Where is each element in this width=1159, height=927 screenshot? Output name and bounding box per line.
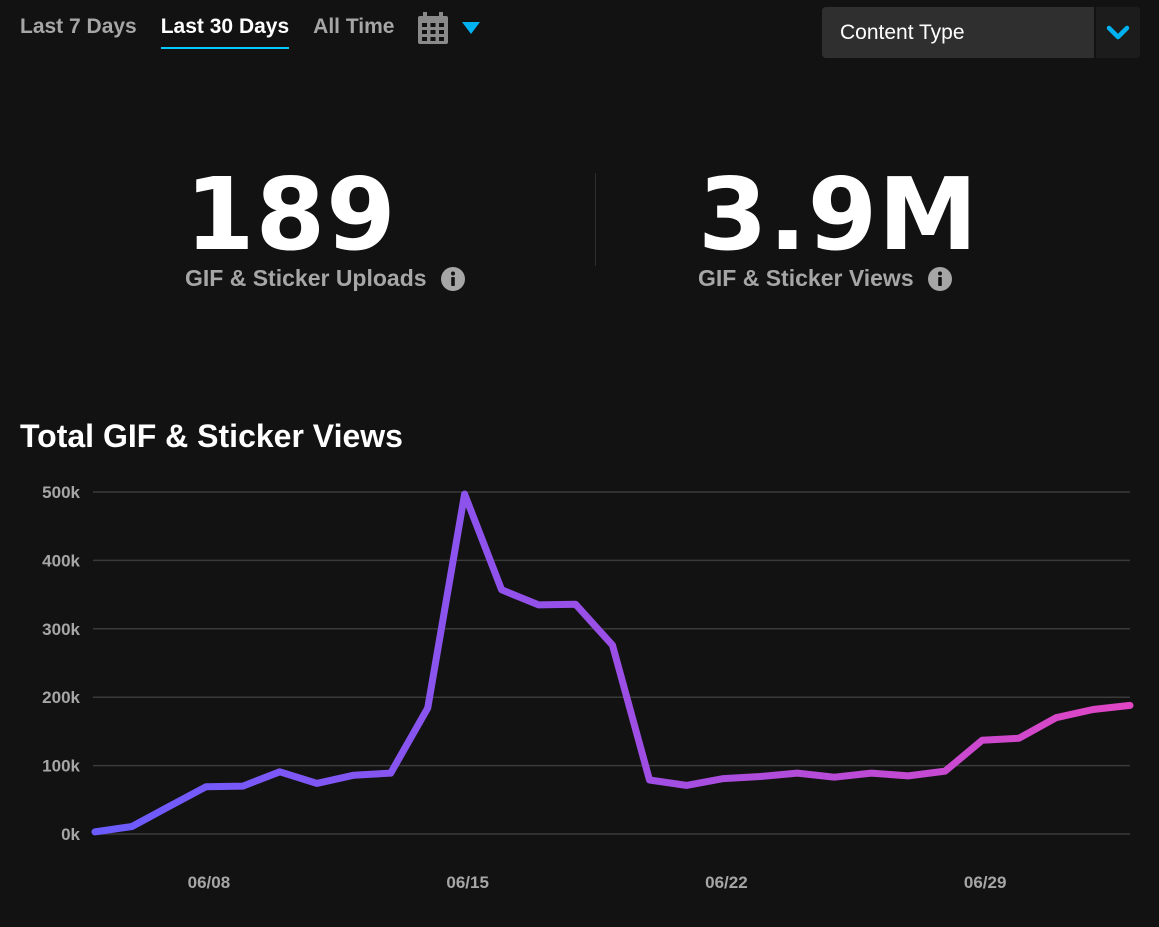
data-point[interactable] (1050, 712, 1062, 724)
data-point[interactable] (570, 598, 582, 610)
y-tick-label: 100k (42, 757, 80, 776)
tab-last-7-days[interactable]: Last 7 Days (20, 15, 137, 38)
x-tick-label: 06/15 (446, 873, 489, 892)
y-tick-label: 200k (42, 688, 80, 707)
data-point[interactable] (1124, 699, 1136, 711)
data-point[interactable] (717, 773, 729, 785)
uploads-value: 189 (185, 156, 397, 273)
views-value: 3.9M (698, 156, 979, 273)
data-point[interactable] (496, 584, 508, 596)
data-point[interactable] (680, 779, 692, 791)
calendar-icon (418, 12, 449, 44)
stat-divider (595, 173, 596, 266)
data-point[interactable] (200, 781, 212, 793)
data-point[interactable] (237, 780, 249, 792)
content-type-dropdown[interactable]: Content Type (822, 7, 1140, 58)
date-picker-button[interactable] (418, 12, 481, 44)
x-tick-label: 06/08 (188, 873, 231, 892)
x-tick-label: 06/22 (705, 873, 748, 892)
views-line-chart: 0k 100k 200k 300k 400k 500k 06/08 06/15 06/22 06/… (42, 483, 1136, 892)
views-label: GIF & Sticker Views (698, 265, 914, 291)
data-point[interactable] (976, 734, 988, 746)
data-point[interactable] (902, 770, 914, 782)
tab-last-30-days[interactable]: Last 30 Days (160, 15, 290, 49)
content-type-toggle[interactable] (1094, 7, 1140, 58)
data-point[interactable] (791, 767, 803, 779)
y-tick-label: 500k (42, 483, 80, 502)
info-icon[interactable] (440, 266, 465, 291)
data-point[interactable] (311, 777, 323, 789)
data-point[interactable] (348, 769, 360, 781)
caret-down-icon (462, 22, 481, 34)
data-point[interactable] (459, 488, 471, 500)
data-point[interactable] (1013, 732, 1025, 744)
data-point[interactable] (89, 826, 101, 838)
data-point[interactable] (939, 765, 951, 777)
data-point[interactable] (754, 771, 766, 783)
data-point[interactable] (422, 702, 434, 714)
data-point[interactable] (643, 774, 655, 786)
data-point[interactable] (126, 820, 138, 832)
data-point[interactable] (865, 767, 877, 779)
data-point[interactable] (274, 766, 286, 778)
y-tick-label: 0k (61, 825, 80, 844)
uploads-label: GIF & Sticker Uploads (185, 265, 427, 291)
data-point[interactable] (163, 801, 175, 813)
data-point[interactable] (533, 599, 545, 611)
y-tick-label: 400k (42, 551, 80, 570)
views-stat: 3.9M GIF & Sticker Views (698, 165, 979, 292)
tab-all-time[interactable]: All Time (313, 15, 395, 38)
date-range-tabs: Last 7 Days Last 30 Days All Time (20, 12, 481, 50)
data-point[interactable] (828, 771, 840, 783)
uploads-stat: 189 GIF & Sticker Uploads (185, 165, 465, 292)
data-point[interactable] (385, 767, 397, 779)
info-icon[interactable] (927, 266, 952, 291)
x-tick-label: 06/29 (964, 873, 1007, 892)
series-line[interactable] (91, 490, 1134, 836)
chart-title: Total GIF & Sticker Views (20, 418, 403, 454)
y-tick-label: 300k (42, 620, 80, 639)
data-point[interactable] (607, 639, 619, 651)
chevron-down-icon (1106, 25, 1130, 39)
data-point[interactable] (1087, 704, 1099, 716)
content-type-label: Content Type (840, 20, 965, 44)
